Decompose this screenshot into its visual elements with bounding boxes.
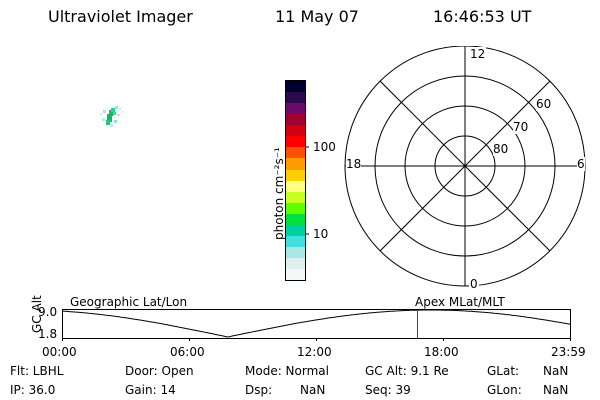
altitude-plot	[62, 309, 571, 341]
lat-label-80: 80	[493, 142, 509, 156]
glon-value: NaN	[543, 383, 569, 397]
glat-value: NaN	[543, 364, 569, 378]
colorbar-label: photon cm⁻²s⁻¹	[272, 147, 286, 240]
aurora-pixel	[102, 118, 105, 121]
x-tick-2359: 23:59	[551, 345, 586, 359]
colorbar-segment	[286, 269, 305, 281]
colorbar-segment	[286, 169, 305, 181]
dsp-value: NaN	[300, 383, 326, 397]
colorbar-segment	[286, 92, 305, 104]
gain-info: Gain: 14	[125, 383, 176, 397]
colorbar-segment	[286, 180, 305, 192]
colorbar-segment	[286, 103, 305, 115]
apex-label: Apex MLat/MLT	[415, 295, 505, 309]
altitude-plot-frame	[62, 309, 571, 339]
gc-alt-info: GC Alt: 9.1 Re	[365, 364, 449, 378]
glon-label: GLon:	[487, 383, 522, 397]
aurora-pixel	[110, 124, 113, 127]
colorbar-segment	[286, 191, 305, 203]
colorbar-tick-100: 100	[313, 140, 336, 154]
glat-label: GLat:	[487, 364, 520, 378]
geographic-label: Geographic Lat/Lon	[70, 295, 188, 309]
altitude-tick-bottom: 1.8	[38, 327, 58, 341]
door-info: Door: Open	[125, 364, 194, 378]
colorbar-segment	[286, 224, 305, 236]
aurora-pixel	[111, 108, 115, 112]
mlt-label-12: 12	[469, 47, 487, 61]
aurora-pixel	[115, 106, 118, 109]
date-label: 11 May 07	[275, 7, 359, 26]
aurora-pixel	[107, 114, 112, 122]
x-tick-0000: 00:00	[42, 345, 77, 359]
colorbar-segment	[286, 235, 305, 247]
dsp-label: Dsp:	[245, 383, 273, 397]
polar-diagonal-b	[379, 80, 551, 252]
mlt-label-0: 0	[469, 277, 479, 291]
altitude-tick-top: 9.0	[38, 305, 58, 319]
aurora-image	[100, 106, 123, 127]
colorbar-segment	[286, 147, 305, 159]
colorbar-tick-10: 10	[313, 227, 329, 241]
colorbar-segment	[286, 125, 305, 137]
polar-grid	[344, 46, 586, 287]
aurora-pixel	[114, 120, 117, 123]
colorbar-segment	[286, 258, 305, 270]
lat-label-60: 60	[536, 97, 552, 111]
colorbar-segment	[286, 246, 305, 258]
lat-label-70: 70	[513, 120, 529, 134]
mlt-label-6: 6	[577, 157, 585, 171]
altitude-curve	[62, 309, 571, 338]
filter-info: Flt: LBHL	[10, 364, 64, 378]
ip-info: IP: 36.0	[10, 383, 56, 397]
aurora-pixel	[103, 110, 106, 113]
colorbar	[285, 80, 306, 281]
colorbar-segment	[286, 213, 305, 225]
mlt-label-18: 18	[346, 157, 362, 171]
aurora-pixel	[109, 110, 113, 116]
time-label: 16:46:53 UT	[433, 7, 532, 26]
aurora-pixel	[100, 113, 102, 115]
colorbar-segment	[286, 202, 305, 214]
colorbar-segment	[286, 158, 305, 170]
x-tick-1800: 18:00	[424, 345, 459, 359]
colorbar-segment	[286, 114, 305, 126]
x-tick-1200: 12:00	[297, 345, 332, 359]
x-tick-0600: 06:00	[170, 345, 205, 359]
mode-info: Mode: Normal	[245, 364, 329, 378]
colorbar-segment	[286, 136, 305, 148]
colorbar-ticks	[305, 146, 309, 235]
aurora-pixel	[117, 114, 120, 116]
colorbar-segment	[286, 81, 305, 93]
aurora-pixel	[121, 111, 123, 113]
seq-info: Seq: 39	[365, 383, 411, 397]
aurora-pixel	[106, 120, 110, 125]
aurora-pixel	[119, 108, 121, 110]
instrument-title: Ultraviolet Imager	[48, 7, 193, 26]
aurora-pixel	[113, 112, 116, 115]
